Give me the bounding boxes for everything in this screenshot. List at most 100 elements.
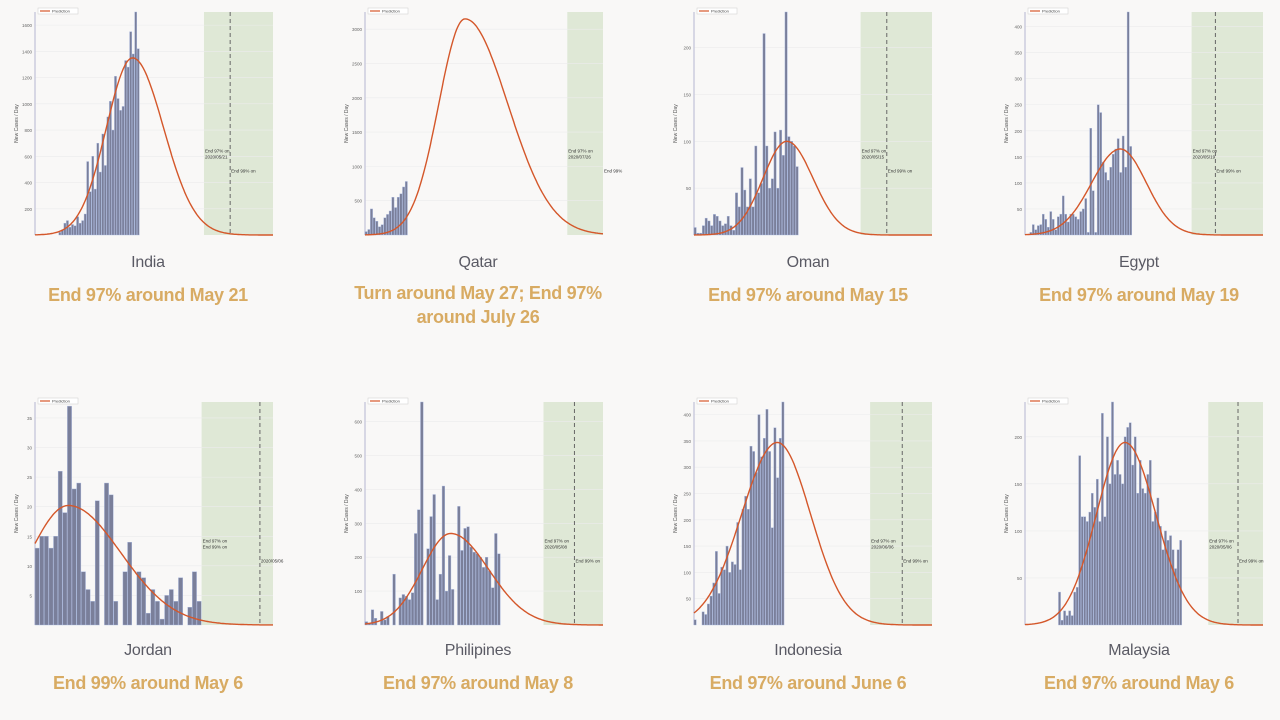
- y-tick-label: 250: [683, 492, 691, 497]
- end-annotation: End 99% on: [1216, 169, 1241, 174]
- data-bar: [762, 33, 766, 236]
- chart-caption: India End 97% around May 21: [0, 253, 313, 307]
- end-period-shade: [870, 402, 932, 625]
- data-bar: [1171, 549, 1175, 626]
- data-bar: [159, 618, 165, 626]
- y-tick-label: 150: [1014, 482, 1022, 487]
- data-bar: [721, 225, 725, 236]
- end-period-shade: [203, 12, 273, 235]
- data-bar: [757, 414, 761, 626]
- data-bar: [145, 612, 151, 626]
- data-bar: [718, 220, 722, 236]
- data-bar: [1042, 213, 1045, 236]
- data-bar: [702, 225, 705, 236]
- plot-area: 200 400 600 800 1000 1200 1400 1600 New Cases / …: [14, 7, 273, 236]
- prediction-curve: [35, 57, 273, 236]
- data-bar: [460, 550, 464, 626]
- chart-svg: 50 100 150 200 New Cases / Day End 97% on2020…: [1004, 397, 1264, 626]
- y-tick-label: 15: [27, 534, 33, 539]
- y-tick-label: 200: [24, 207, 32, 212]
- legend-box: [37, 7, 79, 15]
- data-bar: [726, 216, 730, 236]
- end-annotation: 2020/05/19: [1193, 154, 1216, 159]
- data-bar: [164, 595, 170, 626]
- country-name: Qatar: [458, 254, 498, 271]
- data-bar: [768, 451, 771, 626]
- data-bar: [733, 564, 737, 626]
- data-bar: [744, 495, 748, 626]
- data-bar: [173, 601, 179, 626]
- data-bar: [111, 129, 115, 236]
- data-bar: [58, 232, 62, 236]
- data-bar: [1074, 216, 1077, 236]
- data-bar: [751, 206, 755, 236]
- data-bar: [795, 166, 799, 236]
- y-tick-label: 50: [1017, 207, 1023, 212]
- data-bar: [1069, 213, 1072, 236]
- y-axis-label: New Cases / Day: [1004, 494, 1010, 533]
- prediction-curve: [34, 504, 273, 626]
- data-bar: [704, 614, 708, 626]
- y-tick-label: 100: [683, 139, 691, 144]
- y-tick-label: 500: [354, 454, 362, 459]
- data-bar: [752, 451, 755, 626]
- y-tick-label: 30: [27, 446, 33, 451]
- data-bar: [407, 599, 412, 626]
- data-bar: [1103, 516, 1107, 626]
- data-bar: [438, 573, 442, 626]
- y-tick-label: 350: [683, 439, 691, 444]
- data-bar: [155, 601, 160, 626]
- data-bar: [76, 482, 82, 626]
- chart-svg: 50 100 150 200 250 300 350 400 New Cases / Day En…: [1004, 7, 1263, 236]
- data-bar: [114, 76, 117, 236]
- data-bar: [417, 509, 421, 626]
- data-bar: [790, 141, 794, 236]
- end-annotation: 2020/05/06: [1209, 544, 1232, 549]
- y-tick-label: 50: [686, 597, 692, 602]
- data-bar: [1108, 483, 1112, 626]
- forecast-summary: End 97% around May 15: [708, 285, 908, 305]
- data-bar: [1034, 229, 1038, 236]
- y-axis-label: New Cases / Day: [673, 104, 679, 143]
- y-tick-label: 400: [1014, 25, 1022, 30]
- data-bar: [776, 477, 779, 626]
- data-bar: [1068, 610, 1071, 626]
- data-bar: [765, 145, 769, 236]
- y-tick-label: 300: [1014, 77, 1022, 82]
- data-bar: [754, 145, 758, 236]
- data-bar: [1037, 225, 1040, 236]
- data-bar: [378, 226, 381, 236]
- y-tick-label: 5: [29, 593, 32, 598]
- y-axis-label: New Cases / Day: [1004, 104, 1010, 143]
- data-bar: [770, 527, 774, 626]
- end-annotation: End 99% on: [1239, 559, 1264, 564]
- y-tick-label: 300: [354, 521, 362, 526]
- y-axis-label: New Cases / Day: [14, 104, 20, 143]
- y-tick-label: 200: [1014, 129, 1022, 134]
- data-bar: [109, 100, 112, 236]
- data-bar: [392, 573, 396, 626]
- data-bar: [1151, 521, 1155, 626]
- data-bar: [1049, 211, 1053, 236]
- end-annotation: End 99% on: [903, 559, 928, 564]
- data-bar: [1060, 620, 1064, 626]
- data-bar: [129, 31, 132, 236]
- end-annotation: 2020/07/26: [568, 154, 591, 159]
- data-bar: [78, 222, 82, 236]
- data-bar: [141, 577, 146, 626]
- data-bar: [113, 601, 119, 626]
- data-bar: [136, 571, 142, 626]
- data-bar: [781, 401, 785, 626]
- data-bar: [127, 541, 132, 626]
- data-bar: [131, 53, 135, 236]
- data-bar: [86, 161, 89, 236]
- data-bar: [728, 572, 732, 626]
- end-annotation: End 99% on: [203, 544, 228, 549]
- data-bar: [108, 494, 114, 626]
- y-tick-label: 400: [683, 413, 691, 418]
- data-bar: [370, 609, 375, 626]
- data-bar: [1081, 208, 1085, 236]
- data-bar: [732, 230, 736, 236]
- y-tick-label: 1500: [352, 130, 363, 135]
- end-annotation: End 97% on: [862, 148, 887, 153]
